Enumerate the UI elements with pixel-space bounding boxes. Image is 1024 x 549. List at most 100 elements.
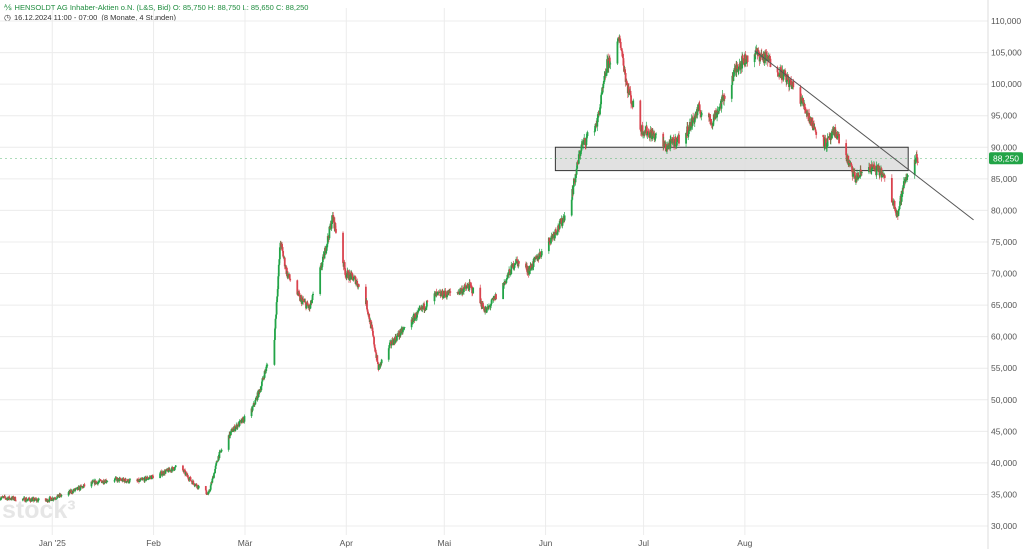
grid: [0, 0, 989, 549]
y-tick-label: 60,000: [991, 332, 1017, 342]
candle-body: [446, 295, 448, 298]
candle-body: [599, 107, 601, 115]
candle-body: [27, 499, 30, 500]
candle-body: [274, 318, 277, 329]
candle-body: [617, 38, 619, 42]
candle-body: [835, 138, 838, 139]
candle-body: [639, 129, 642, 132]
candle-body: [782, 72, 785, 80]
ohlc-open-label: O:: [172, 3, 181, 12]
candle-body: [717, 110, 720, 112]
candle-body: [757, 49, 759, 55]
candle-body: [584, 144, 587, 146]
candle-body: [826, 146, 828, 148]
candle-body: [204, 486, 207, 491]
candle-body: [213, 472, 216, 474]
candle-body: [881, 172, 884, 175]
candle-body: [723, 95, 726, 99]
candle-body: [29, 499, 31, 501]
candle-body: [582, 140, 585, 143]
candle-body: [288, 274, 291, 279]
candle-body: [349, 272, 352, 275]
candle-body: [309, 305, 312, 309]
candle-body: [366, 300, 368, 310]
candle-body: [164, 471, 167, 474]
candle-body: [209, 489, 212, 491]
candle-body: [425, 306, 428, 308]
candle-body: [31, 499, 34, 502]
candle-body: [160, 471, 163, 476]
candle-body: [145, 476, 147, 481]
candle-body: [129, 479, 132, 481]
candle-body: [902, 187, 905, 189]
candle-body: [643, 131, 646, 136]
candle-body: [74, 489, 77, 491]
candle-body: [321, 262, 324, 267]
candle-body: [619, 38, 622, 43]
candle-body: [122, 478, 125, 480]
ohlc-high-value: 88,750: [217, 3, 241, 12]
candle-body: [505, 279, 508, 283]
candle-body: [663, 140, 666, 147]
candle-body: [233, 426, 236, 431]
candle-body: [502, 283, 505, 300]
candle-body: [48, 497, 51, 502]
candle-body: [465, 286, 468, 289]
candle-body: [236, 425, 239, 429]
candle-body: [210, 482, 213, 484]
candle-body: [192, 482, 195, 485]
candle-body: [687, 130, 690, 135]
candle-body: [492, 297, 495, 299]
candle-body: [603, 76, 606, 82]
candle-body: [639, 100, 642, 130]
y-tick-label: 110,000: [991, 16, 1021, 26]
candle-body: [90, 481, 93, 487]
candle-body: [304, 301, 307, 303]
x-tick-label: Apr: [340, 538, 353, 548]
candle-body: [759, 56, 761, 62]
candle-body: [813, 123, 815, 129]
candle-body: [8, 496, 11, 499]
candle-body: [799, 87, 802, 104]
candle-body: [46, 499, 49, 503]
candle-body: [364, 286, 367, 305]
candle-body: [54, 498, 56, 499]
candle-body: [311, 295, 314, 301]
candle-body: [895, 212, 898, 214]
candle-body: [899, 201, 901, 207]
candle-body: [586, 136, 588, 138]
candle-body: [347, 270, 349, 272]
candle-body: [390, 341, 392, 346]
candle-body: [690, 126, 692, 130]
candle-body: [718, 106, 721, 108]
candle-body: [741, 55, 744, 59]
candle-body: [311, 300, 313, 304]
candle-body: [5, 498, 8, 500]
candle-body: [917, 161, 919, 163]
candle-body: [344, 274, 347, 276]
candle-body: [744, 54, 747, 64]
candle-body: [230, 429, 233, 432]
candle-body: [425, 300, 428, 307]
candle-body: [625, 80, 628, 84]
candle-body: [173, 469, 176, 471]
candle-body: [857, 175, 860, 180]
candle-body: [784, 70, 787, 75]
candle-body: [577, 154, 580, 164]
candle-body: [161, 474, 164, 476]
trendline[interactable]: [754, 50, 974, 221]
candle-body: [711, 124, 714, 126]
candle-body: [342, 232, 344, 264]
candle-body: [531, 263, 534, 268]
candle-body: [447, 290, 450, 296]
candle-body: [870, 170, 873, 173]
candle-body: [264, 370, 267, 372]
candle-body: [115, 477, 118, 479]
candle-body: [372, 330, 374, 336]
candle-body: [904, 179, 907, 183]
candle-body: [824, 138, 827, 140]
candle-body: [151, 475, 154, 476]
candle-body: [875, 165, 878, 176]
candle-body: [538, 252, 541, 258]
